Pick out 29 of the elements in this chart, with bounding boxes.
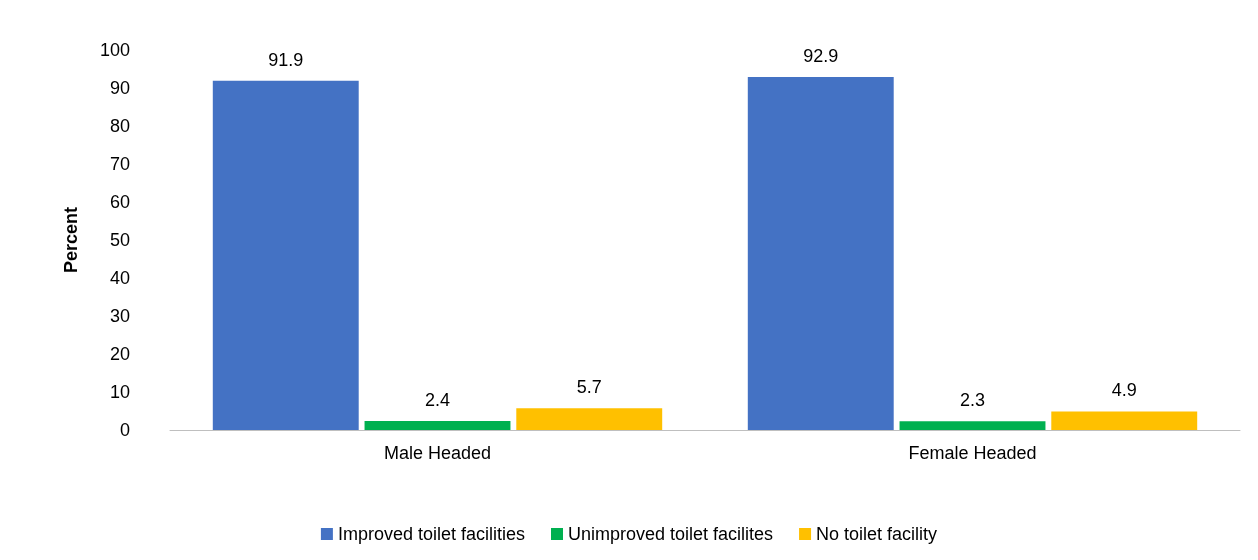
bar [212, 80, 359, 430]
data-label: 92.9 [803, 45, 839, 66]
legend-label: Unimproved toilet facilites [567, 524, 774, 544]
y-tick-label: 40 [109, 268, 130, 288]
x-tick-label: Female Headed [908, 443, 1037, 463]
data-label: 91.9 [268, 49, 304, 70]
y-tick-label: 100 [99, 40, 130, 60]
y-tick-label: 0 [119, 420, 130, 440]
legend-label: No toilet facility [816, 524, 938, 544]
bar [1051, 411, 1198, 430]
y-tick-label: 30 [109, 306, 130, 326]
y-tick-label: 10 [109, 382, 130, 402]
data-label: 2.3 [959, 390, 986, 411]
bar [747, 76, 894, 430]
data-label: 5.7 [576, 377, 602, 398]
data-label: 4.9 [1111, 380, 1137, 401]
bar [364, 420, 511, 430]
y-tick-label: 70 [109, 154, 130, 174]
x-tick-label: Male Headed [383, 443, 492, 463]
data-label: 2.4 [424, 389, 451, 410]
legend-label: Improved toilet facilities [337, 524, 525, 544]
y-tick-label: 20 [109, 344, 130, 364]
y-axis-title: Percent [61, 206, 81, 274]
bar [516, 408, 663, 430]
y-tick-label: 50 [109, 230, 130, 250]
y-tick-label: 90 [109, 78, 130, 98]
y-tick-label: 60 [109, 192, 130, 212]
y-tick-label: 80 [109, 116, 130, 136]
bar [899, 421, 1046, 430]
